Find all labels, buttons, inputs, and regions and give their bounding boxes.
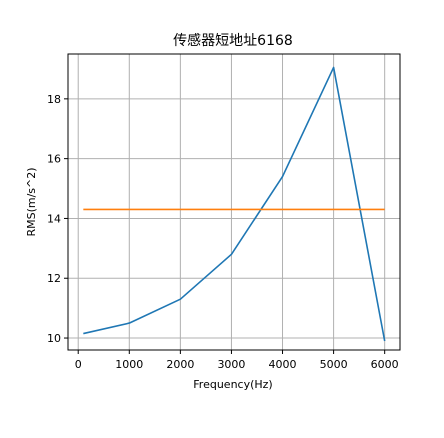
x-axis-label: Frequency(Hz) [193,378,272,391]
x-tick-label: 1000 [115,358,143,371]
grid [68,54,400,350]
y-tick-label: 14 [47,212,61,225]
x-tick-label: 4000 [269,358,297,371]
x-tick-label: 5000 [320,358,348,371]
y-tick-label: 12 [47,272,61,285]
series-line-0 [83,66,386,342]
y-axis: 10 12 14 16 18 [47,93,68,345]
plot-frame [67,53,401,351]
x-tick-label: 0 [75,358,82,371]
chart-title: 传感器短地址6168 [173,32,293,49]
y-tick-label: 16 [47,153,61,166]
x-tick-label: 3000 [217,358,245,371]
x-tick-label: 6000 [371,358,399,371]
y-tick-label: 18 [47,93,61,106]
y-axis-label: RMS(m/s^2) [25,167,38,236]
x-tick-label: 2000 [166,358,194,371]
x-axis: 0 1000 2000 3000 4000 5000 6000 [75,350,399,371]
series-layer [83,66,386,342]
y-tick-label: 10 [47,332,61,345]
